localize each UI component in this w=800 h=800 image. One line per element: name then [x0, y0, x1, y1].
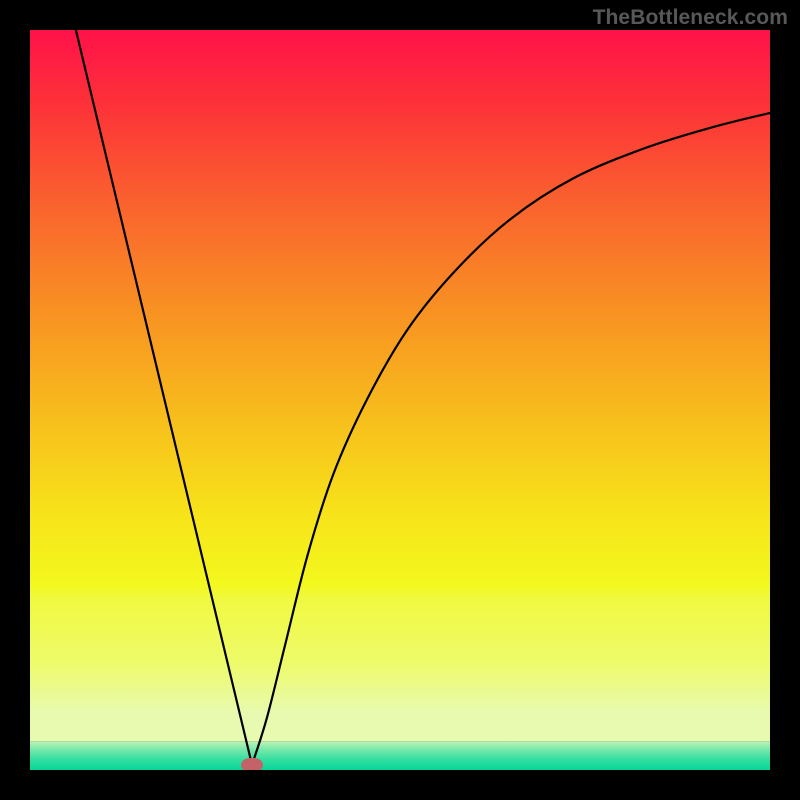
watermark-text: TheBottleneck.com [593, 6, 788, 30]
curve-left-line [76, 30, 252, 765]
plot-area [30, 30, 770, 770]
curve-overlay [30, 30, 770, 770]
curve-right-arc [252, 113, 770, 765]
chart-canvas: TheBottleneck.com [0, 0, 800, 800]
min-marker [241, 758, 263, 772]
